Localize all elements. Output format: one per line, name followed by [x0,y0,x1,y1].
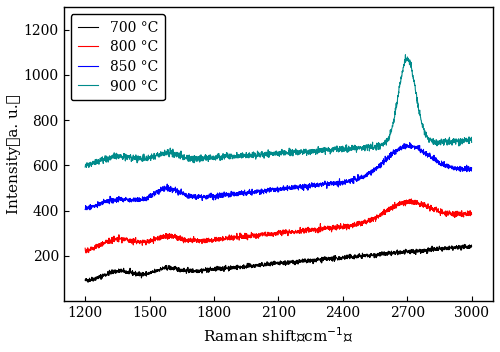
Line: 850 °C: 850 °C [85,143,471,210]
850 °C [104,200,110,204]
700 °C [165,265,171,270]
900 °C [346,146,352,150]
900 °C [242,152,248,157]
Legend: 700 °C, 800 °C, 850 °C, 900 °C: 700 °C, 800 °C, 850 °C, 900 °C [70,14,165,100]
850 °C [87,208,93,212]
Line: 700 °C: 700 °C [85,244,471,282]
800 °C [468,212,474,216]
850 °C [240,191,246,196]
700 °C [104,272,110,276]
700 °C [346,253,352,257]
900 °C [82,165,88,169]
800 °C [104,240,110,244]
900 °C [227,152,233,156]
700 °C [242,264,248,268]
700 °C [227,268,233,272]
850 °C [406,140,412,145]
700 °C [85,280,91,284]
900 °C [104,157,110,161]
800 °C [83,251,89,255]
900 °C [86,165,92,170]
800 °C [242,231,248,235]
850 °C [82,207,88,212]
800 °C [82,246,88,250]
900 °C [165,150,171,154]
Line: 800 °C: 800 °C [85,199,471,253]
700 °C [462,242,468,246]
900 °C [240,156,246,160]
850 °C [346,180,352,184]
800 °C [165,232,171,236]
Line: 900 °C: 900 °C [85,55,471,168]
X-axis label: Raman shift（cm$^{-1}$）: Raman shift（cm$^{-1}$） [204,326,354,345]
700 °C [468,244,474,248]
850 °C [242,191,248,196]
900 °C [402,53,408,57]
900 °C [468,140,474,145]
800 °C [227,235,233,240]
850 °C [468,166,474,170]
700 °C [82,278,88,282]
800 °C [346,224,352,228]
850 °C [165,189,171,193]
Y-axis label: Intensity（a. u.）: Intensity（a. u.） [7,94,21,214]
700 °C [240,264,246,268]
800 °C [240,235,246,239]
800 °C [408,197,414,201]
850 °C [227,195,233,199]
